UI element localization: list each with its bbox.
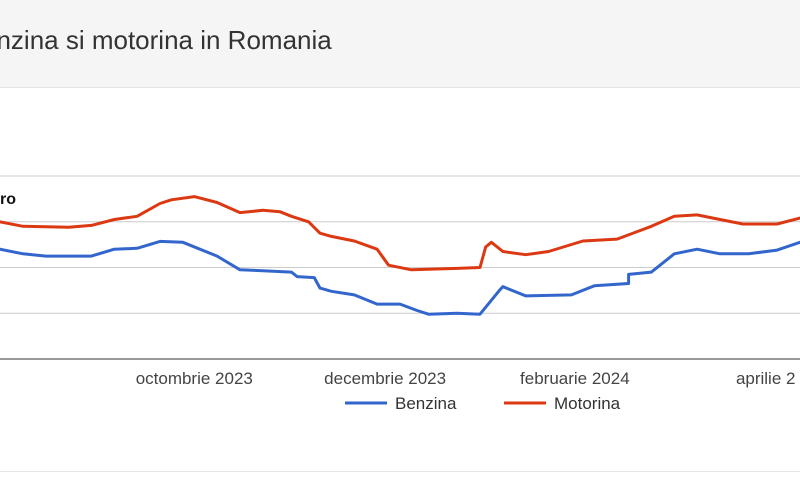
legend-label-0: Benzina	[395, 394, 457, 413]
legend-label-1: Motorina	[554, 394, 621, 413]
line-chart: ro octombrie 2023 decembrie 2023 februarie…	[0, 88, 800, 472]
series-line-0	[0, 239, 800, 316]
series-lines	[0, 195, 800, 316]
chart-svg: ro octombrie 2023 decembrie 2023 februarie…	[0, 175, 800, 413]
divider	[0, 471, 800, 472]
panel-header: enzina si motorina in Romania	[0, 0, 800, 88]
x-tick-label: decembrie 2023	[324, 369, 446, 388]
x-tick-label: octombrie 2023	[136, 369, 253, 388]
page-title: enzina si motorina in Romania	[0, 25, 332, 55]
series-line-1	[0, 195, 800, 272]
x-tick-label: aprilie 2	[736, 369, 796, 388]
legend: Benzina Motorina	[345, 394, 621, 413]
y-axis-label: ro	[0, 191, 16, 208]
x-axis-ticks: octombrie 2023 decembrie 2023 februarie 20…	[136, 369, 796, 388]
x-tick-label: februarie 2024	[520, 369, 630, 388]
